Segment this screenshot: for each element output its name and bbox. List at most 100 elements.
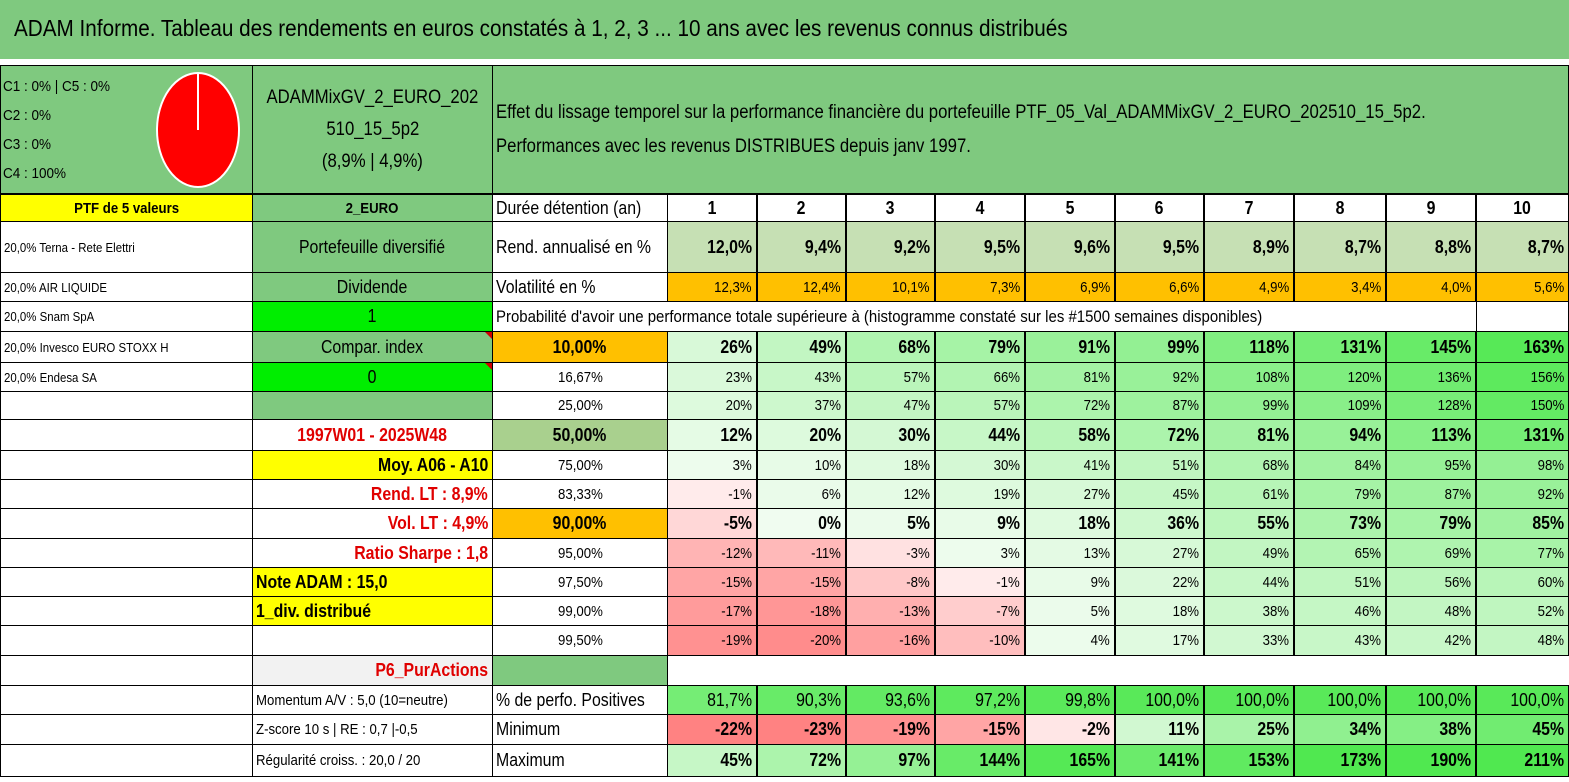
quantile-row-cell: 37% [757, 391, 846, 420]
quantile-row-cell: -15% [757, 567, 846, 597]
legend-line: C4 : 100% [3, 165, 67, 182]
left-blank [0, 419, 253, 451]
probability-title-end [1476, 301, 1569, 332]
report-title-bar: ADAM Informe. Tableau des rendements en … [0, 0, 1569, 62]
years-row-cell: 5 [1025, 194, 1115, 222]
positive-row-cell: 97,2% [935, 685, 1025, 715]
quantile-row-cell: -15% [667, 567, 757, 597]
quantile-row-cell: -11% [757, 538, 846, 568]
quantile-row-cell: 150% [1476, 391, 1569, 420]
quantile-row-cell: 58% [1025, 419, 1115, 451]
compar-index-label: Compar. index [252, 331, 493, 363]
currency-label: 2_EURO [252, 194, 493, 222]
vol-row-cell: 5,6% [1476, 272, 1569, 302]
quantile-row-label: 99,00% [492, 596, 668, 626]
quantile-row-cell: -1% [935, 567, 1025, 597]
quantile-row-cell: 44% [935, 419, 1025, 451]
quantile-row-cell: 79% [1386, 508, 1476, 539]
rend-lt-label: Rend. LT : 8,9% [252, 479, 493, 509]
rend-row-cell: 8,9% [1204, 221, 1294, 273]
maximum-row-cell: 211% [1476, 744, 1569, 777]
vol-lt-label: Vol. LT : 4,9% [252, 508, 493, 539]
left-blank [0, 744, 253, 777]
maximum-row-cell: 173% [1294, 744, 1386, 777]
left-blank [0, 391, 253, 420]
left-blank [0, 479, 253, 509]
zero-flag: 0 [252, 362, 493, 392]
quantile-row-cell: 55% [1204, 508, 1294, 539]
period-label: 1997W01 - 2025W48 [252, 419, 493, 451]
quantile-row-cell: 22% [1115, 567, 1204, 597]
quantile-row-cell: 3% [935, 538, 1025, 568]
ptf-header: PTF de 5 valeurs [0, 194, 253, 222]
quantile-row-cell: 18% [846, 450, 935, 480]
years-row-cell: 2 [757, 194, 846, 222]
quantile-row-cell: 79% [935, 331, 1025, 363]
years-row-cell: 6 [1115, 194, 1204, 222]
maximum-row-cell: 153% [1204, 744, 1294, 777]
maximum-row-cell: 144% [935, 744, 1025, 777]
quantile-row-cell: 4% [1025, 625, 1115, 656]
quantile-row-cell: 23% [667, 362, 757, 392]
quantile-row-cell: 48% [1476, 625, 1569, 656]
left-blank [0, 508, 253, 539]
quantile-row-cell: -8% [846, 567, 935, 597]
quantile-row-cell: 26% [667, 331, 757, 363]
quantile-row-label: 75,00% [492, 450, 668, 480]
quantile-row-cell: 20% [757, 419, 846, 451]
quantile-row-cell: 52% [1476, 596, 1569, 626]
minimum-row-cell: -2% [1025, 714, 1115, 745]
quantile-row-cell: 47% [846, 391, 935, 420]
quantile-row-cell: 0% [757, 508, 846, 539]
quantile-row-cell: -17% [667, 596, 757, 626]
quantile-row-label: 97,50% [492, 567, 668, 597]
quantile-row-cell: 27% [1115, 538, 1204, 568]
positive-row-cell: 100,0% [1476, 685, 1569, 715]
positive-row-cell: 100,0% [1204, 685, 1294, 715]
fund-name-box: ADAMMixGV_2_EURO_202 510_15_5p2 (8,9% | … [252, 65, 493, 194]
quantile-row-label: 83,33% [492, 479, 668, 509]
positive-row-cell: 99,8% [1025, 685, 1115, 715]
quantile-row-cell: 92% [1115, 362, 1204, 392]
holding-3: 20,0% Snam SpA [0, 301, 253, 332]
fund-name-line3: (8,9% | 4,9%) [321, 150, 423, 172]
legend-line: C3 : 0% [3, 136, 52, 153]
quantile-row-cell: 109% [1294, 391, 1386, 420]
allocation-pie-chart [156, 72, 240, 188]
holding-5: 20,0% Endesa SA [0, 362, 253, 392]
positive-row-cell: 100,0% [1294, 685, 1386, 715]
minimum-row-cell: -15% [935, 714, 1025, 745]
holding-4: 20,0% Invesco EURO STOXX H [0, 331, 253, 363]
fund-name-line1: ADAMMixGV_2_EURO_202 [266, 86, 479, 108]
effect-line2: Performances avec les revenus DISTRIBUES… [496, 135, 971, 157]
quantile-row-cell: 113% [1386, 419, 1476, 451]
fund-name-line2: 510_15_5p2 [325, 118, 419, 140]
quantile-row-cell: 48% [1386, 596, 1476, 626]
quantile-row-cell: 56% [1386, 567, 1476, 597]
quantile-row-cell: 30% [846, 419, 935, 451]
quantile-row-label: 50,00% [492, 419, 668, 451]
quantile-row-cell: 46% [1294, 596, 1386, 626]
dividend-distributed: 1_div. distribué [252, 596, 493, 626]
quantile-row-cell: 92% [1476, 479, 1569, 509]
quantile-row-cell: 51% [1294, 567, 1386, 597]
left-blank [0, 655, 253, 686]
rend-row-cell: 12,0% [667, 221, 757, 273]
quantile-row-cell: 17% [1115, 625, 1204, 656]
years-row-label: Durée détention (an) [492, 194, 668, 222]
quantile-row-cell: 72% [1025, 391, 1115, 420]
minimum-row-cell: 11% [1115, 714, 1204, 745]
rend-row-label: Rend. annualisé en % [492, 221, 668, 273]
quantile-row-cell: -13% [846, 596, 935, 626]
quantile-row-cell: 131% [1476, 419, 1569, 451]
quantile-row-cell: 42% [1386, 625, 1476, 656]
rend-row-cell: 9,5% [935, 221, 1025, 273]
minimum-row-cell: 34% [1294, 714, 1386, 745]
vol-row-cell: 3,4% [1294, 272, 1386, 302]
vol-row-cell: 12,3% [667, 272, 757, 302]
mid-blank [252, 391, 493, 420]
quantile-row-cell: 156% [1476, 362, 1569, 392]
quantile-row-cell: 108% [1204, 362, 1294, 392]
vol-row-cell: 12,4% [757, 272, 846, 302]
vol-row-cell: 6,6% [1115, 272, 1204, 302]
